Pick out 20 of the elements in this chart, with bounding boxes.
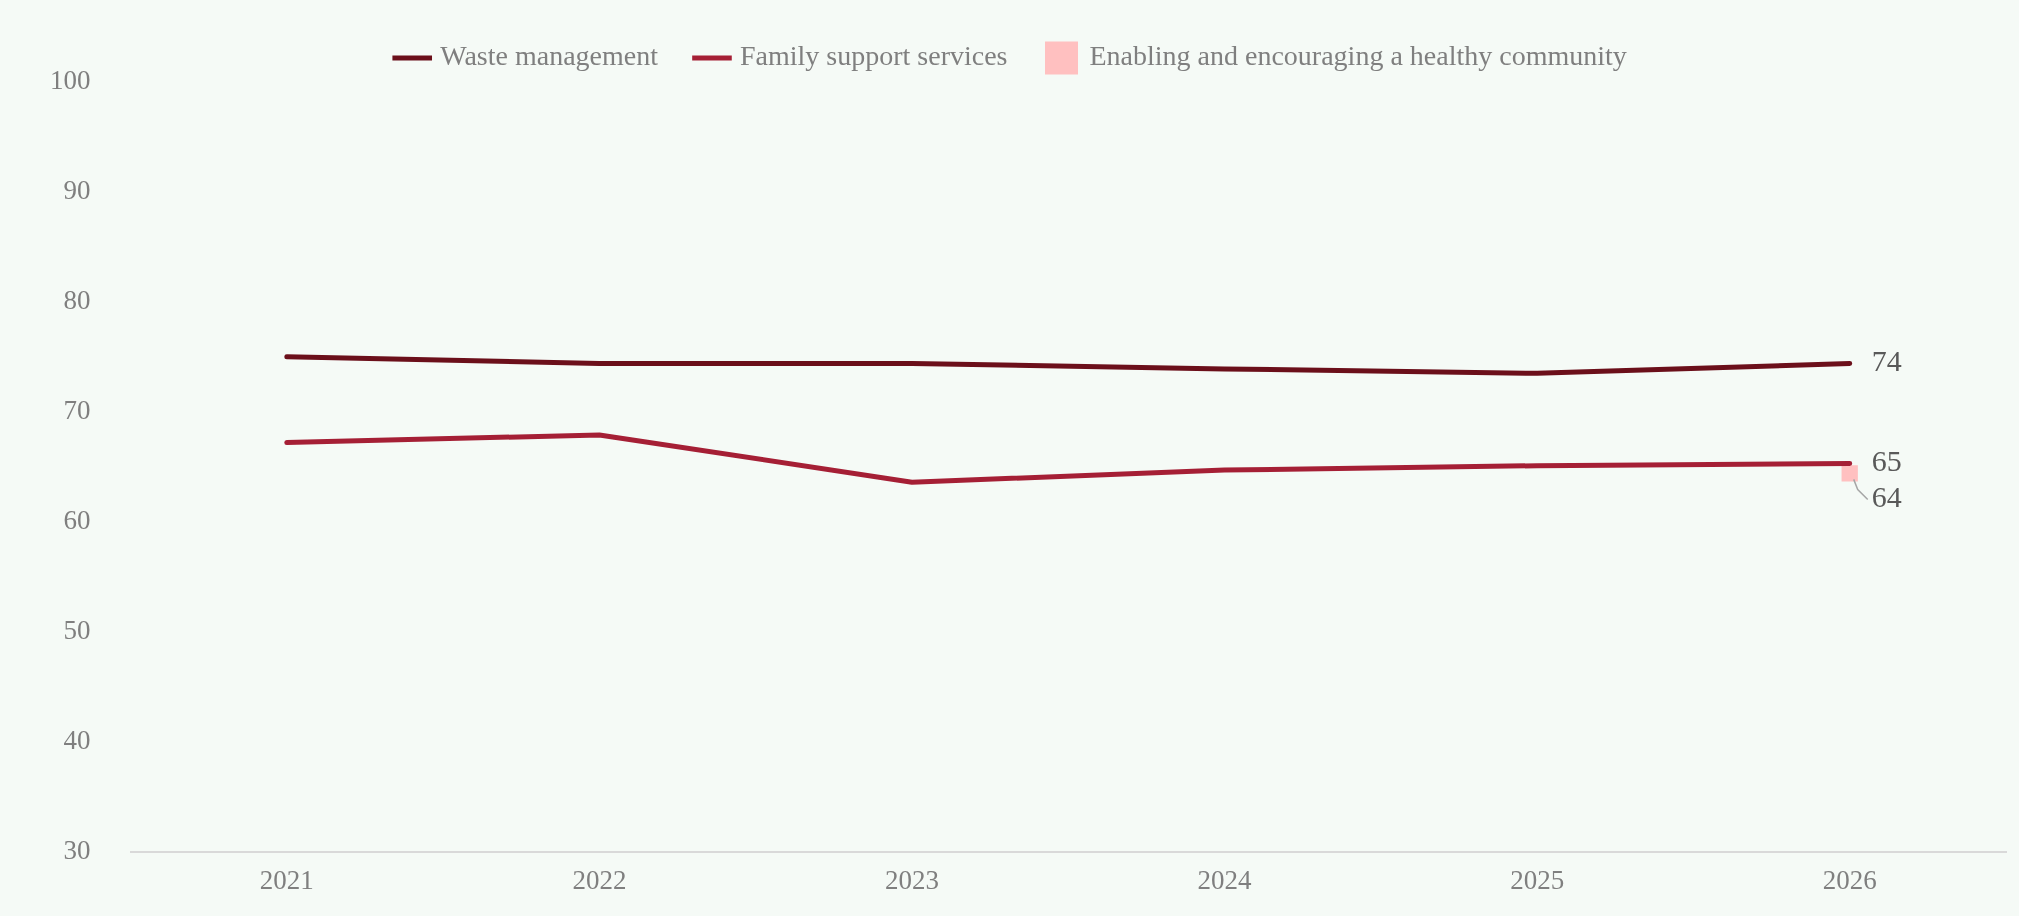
legend-label: Family support services	[739, 40, 1008, 72]
y-tick-label: 80	[63, 284, 91, 315]
legend-label: Enabling and encouraging a healthy community	[1089, 40, 1627, 72]
x-tick-label: 2025	[1510, 864, 1565, 895]
data-label: 65	[1871, 444, 1902, 478]
x-tick-label: 2024	[1197, 864, 1253, 895]
x-tick-label: 2022	[572, 864, 627, 895]
x-tick-label: 2021	[259, 864, 314, 895]
legend-label: Waste management	[440, 40, 659, 72]
y-tick-label: 70	[63, 394, 91, 425]
x-tick-label: 2026	[1822, 864, 1877, 895]
y-tick-label: 60	[63, 504, 91, 535]
x-tick-label: 2023	[884, 864, 939, 895]
y-tick-label: 90	[63, 175, 91, 206]
y-tick-label: 30	[63, 834, 91, 865]
data-label: 64	[1871, 480, 1902, 514]
y-tick-label: 100	[50, 65, 91, 96]
y-tick-label: 40	[63, 724, 91, 755]
data-label: 74	[1871, 344, 1902, 378]
y-tick-label: 50	[63, 614, 91, 645]
